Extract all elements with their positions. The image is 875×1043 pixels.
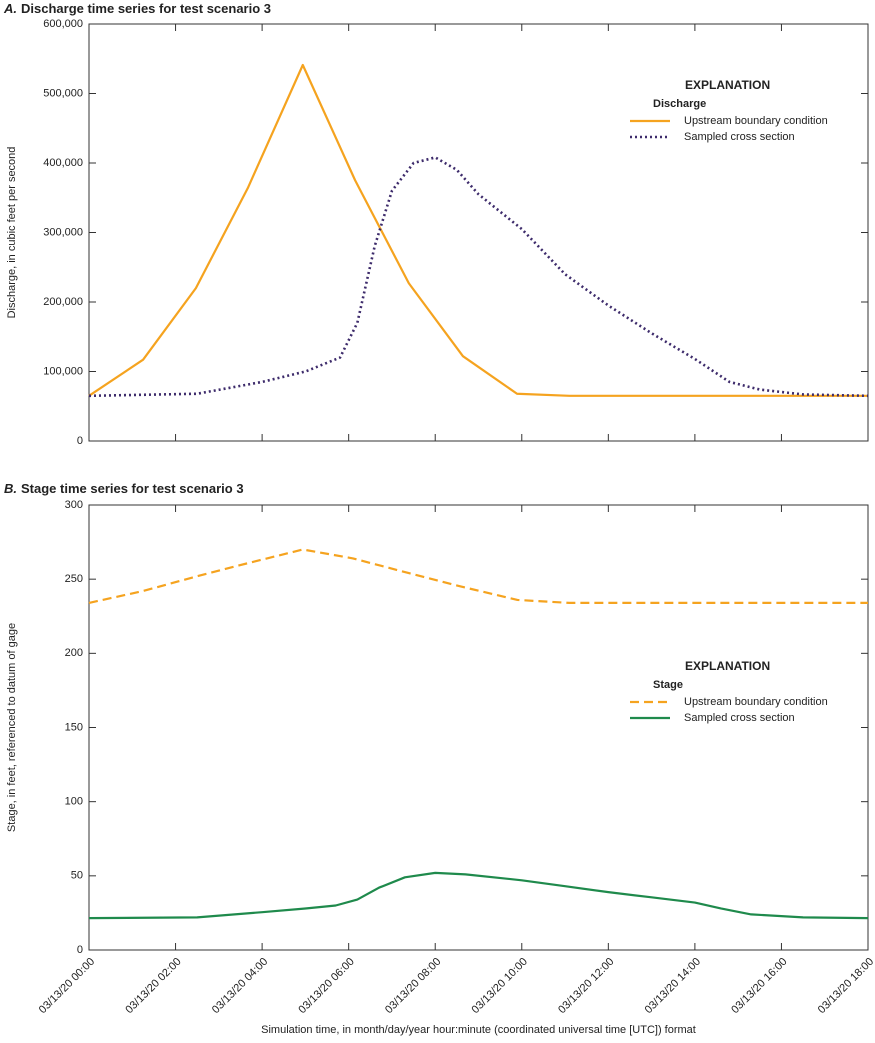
panel-title-text: Stage time series for test scenario 3	[21, 481, 244, 496]
legend-label: Sampled cross section	[684, 131, 795, 143]
x-tick-label: 03/13/20 18:00	[816, 956, 875, 1016]
x-tick-label: 03/13/20 00:00	[37, 956, 97, 1016]
panel-letter: B.	[4, 481, 17, 496]
y-tick-label: 50	[71, 870, 83, 882]
y-tick-label: 300,000	[43, 226, 83, 238]
panel-title: A. Discharge time series for test scenari…	[3, 1, 271, 16]
legend-label: Upstream boundary condition	[684, 696, 828, 708]
data-line	[88, 548, 868, 604]
x-tick-label: 03/13/20 08:00	[383, 956, 443, 1016]
panel-title: B. Stage time series for test scenario 3	[4, 481, 244, 496]
plot-frame	[88, 504, 869, 951]
y-tick-label: 100,000	[43, 365, 83, 377]
x-tick-label: 03/13/20 04:00	[210, 956, 270, 1016]
x-tick-label: 03/13/20 12:00	[556, 956, 616, 1016]
y-axis-label: Discharge, in cubic feet per second	[6, 147, 18, 319]
x-axis-label: Simulation time, in month/day/year hour:…	[261, 1024, 696, 1036]
legend-label: Sampled cross section	[684, 712, 795, 724]
data-line	[88, 156, 869, 398]
y-tick-label: 400,000	[43, 157, 83, 169]
legend-group: Stage	[653, 679, 683, 691]
y-tick-label: 0	[77, 944, 83, 956]
data-line	[88, 871, 869, 920]
y-axis-label: Stage, in feet, referenced to datum of g…	[6, 623, 18, 832]
y-tick-label: 0	[77, 435, 83, 447]
x-tick-label: 03/13/20 06:00	[296, 956, 356, 1016]
y-tick-label: 150	[65, 721, 83, 733]
y-tick-label: 200	[65, 647, 83, 659]
y-tick-label: 300	[65, 499, 83, 511]
y-tick-label: 200,000	[43, 296, 83, 308]
data-line	[88, 63, 868, 397]
x-tick-label: 03/13/20 14:00	[643, 956, 703, 1016]
legend-label: Upstream boundary condition	[684, 115, 828, 127]
x-tick-label: 03/13/20 16:00	[729, 956, 789, 1016]
x-tick-label: 03/13/20 02:00	[123, 956, 183, 1016]
x-tick-label: 03/13/20 10:00	[470, 956, 530, 1016]
legend-group: Discharge	[653, 98, 706, 110]
legend-title: EXPLANATION	[685, 659, 770, 673]
y-tick-label: 600,000	[43, 18, 83, 30]
y-tick-label: 100	[65, 796, 83, 808]
panel-letter: A.	[3, 1, 17, 16]
panel-title-text: Discharge time series for test scenario …	[21, 1, 271, 16]
y-tick-label: 250	[65, 573, 83, 585]
y-tick-label: 500,000	[43, 87, 83, 99]
legend-title: EXPLANATION	[685, 78, 770, 92]
